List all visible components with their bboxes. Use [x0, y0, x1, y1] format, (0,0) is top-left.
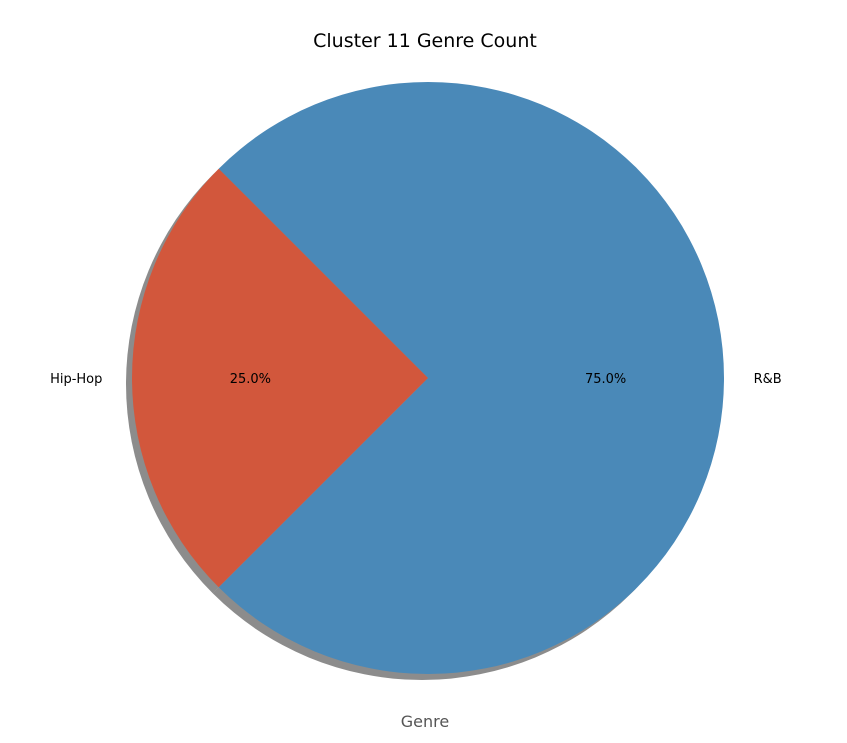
- pie-labels: R&B 75.0% Hip-Hop 25.0%: [50, 372, 782, 387]
- pie-slice-hip-hop: [132, 168, 429, 588]
- slice-label-hip-hop: Hip-Hop: [50, 372, 102, 387]
- pie-slices: [132, 81, 724, 674]
- pie-slice-randb: [218, 81, 724, 674]
- chart-title: Cluster 11 Genre Count: [313, 30, 537, 52]
- x-axis-label: Genre: [401, 712, 449, 731]
- slice-label-randb: R&B: [754, 372, 782, 387]
- percent-label-hip-hop: 25.0%: [230, 372, 271, 387]
- percent-label-randb: 75.0%: [585, 372, 626, 387]
